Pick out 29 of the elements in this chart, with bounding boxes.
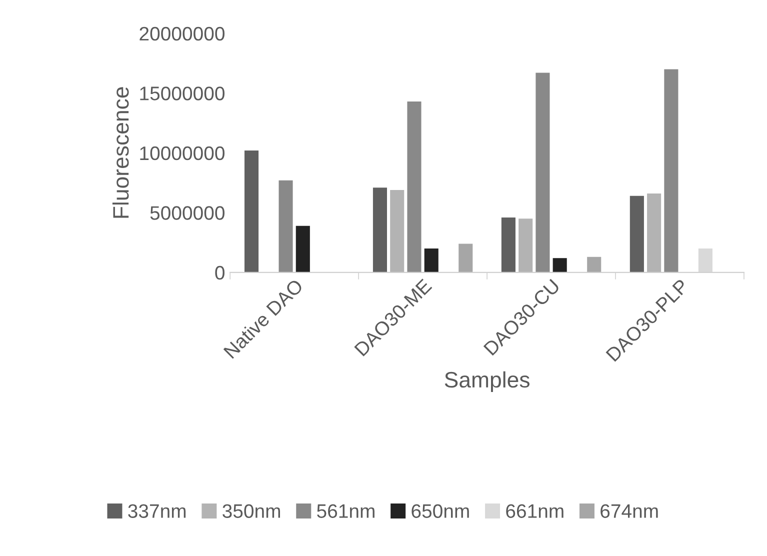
bar bbox=[407, 102, 422, 272]
bar bbox=[647, 194, 662, 272]
bar bbox=[244, 150, 259, 272]
bar bbox=[390, 190, 404, 272]
y-tick-label: 15000000 bbox=[140, 86, 224, 100]
bar bbox=[664, 69, 678, 272]
legend-label: 650nm bbox=[412, 504, 469, 518]
legend-label: 561nm bbox=[317, 504, 374, 518]
legend-label: 661nm bbox=[506, 504, 564, 518]
bar bbox=[587, 256, 602, 272]
bar bbox=[372, 188, 388, 272]
legend-label: 350nm bbox=[222, 504, 280, 518]
bar bbox=[630, 196, 644, 272]
legend-label: 674nm bbox=[600, 504, 658, 518]
bar bbox=[552, 258, 567, 272]
bar bbox=[296, 226, 310, 272]
bar bbox=[458, 244, 473, 272]
bar bbox=[424, 248, 438, 272]
bar bbox=[536, 72, 550, 272]
bar bbox=[518, 218, 533, 272]
y-tick-label: 0 bbox=[215, 266, 224, 280]
y-tick-label: 5000000 bbox=[150, 206, 224, 220]
y-tick-label: 10000000 bbox=[140, 146, 224, 160]
bar bbox=[278, 180, 293, 272]
bar bbox=[501, 217, 516, 272]
x-axis-title: Samples bbox=[444, 371, 530, 392]
y-axis-title: Fluorescence bbox=[112, 87, 129, 218]
legend-label: 337nm bbox=[128, 504, 186, 518]
y-tick-label: 20000000 bbox=[140, 26, 224, 41]
